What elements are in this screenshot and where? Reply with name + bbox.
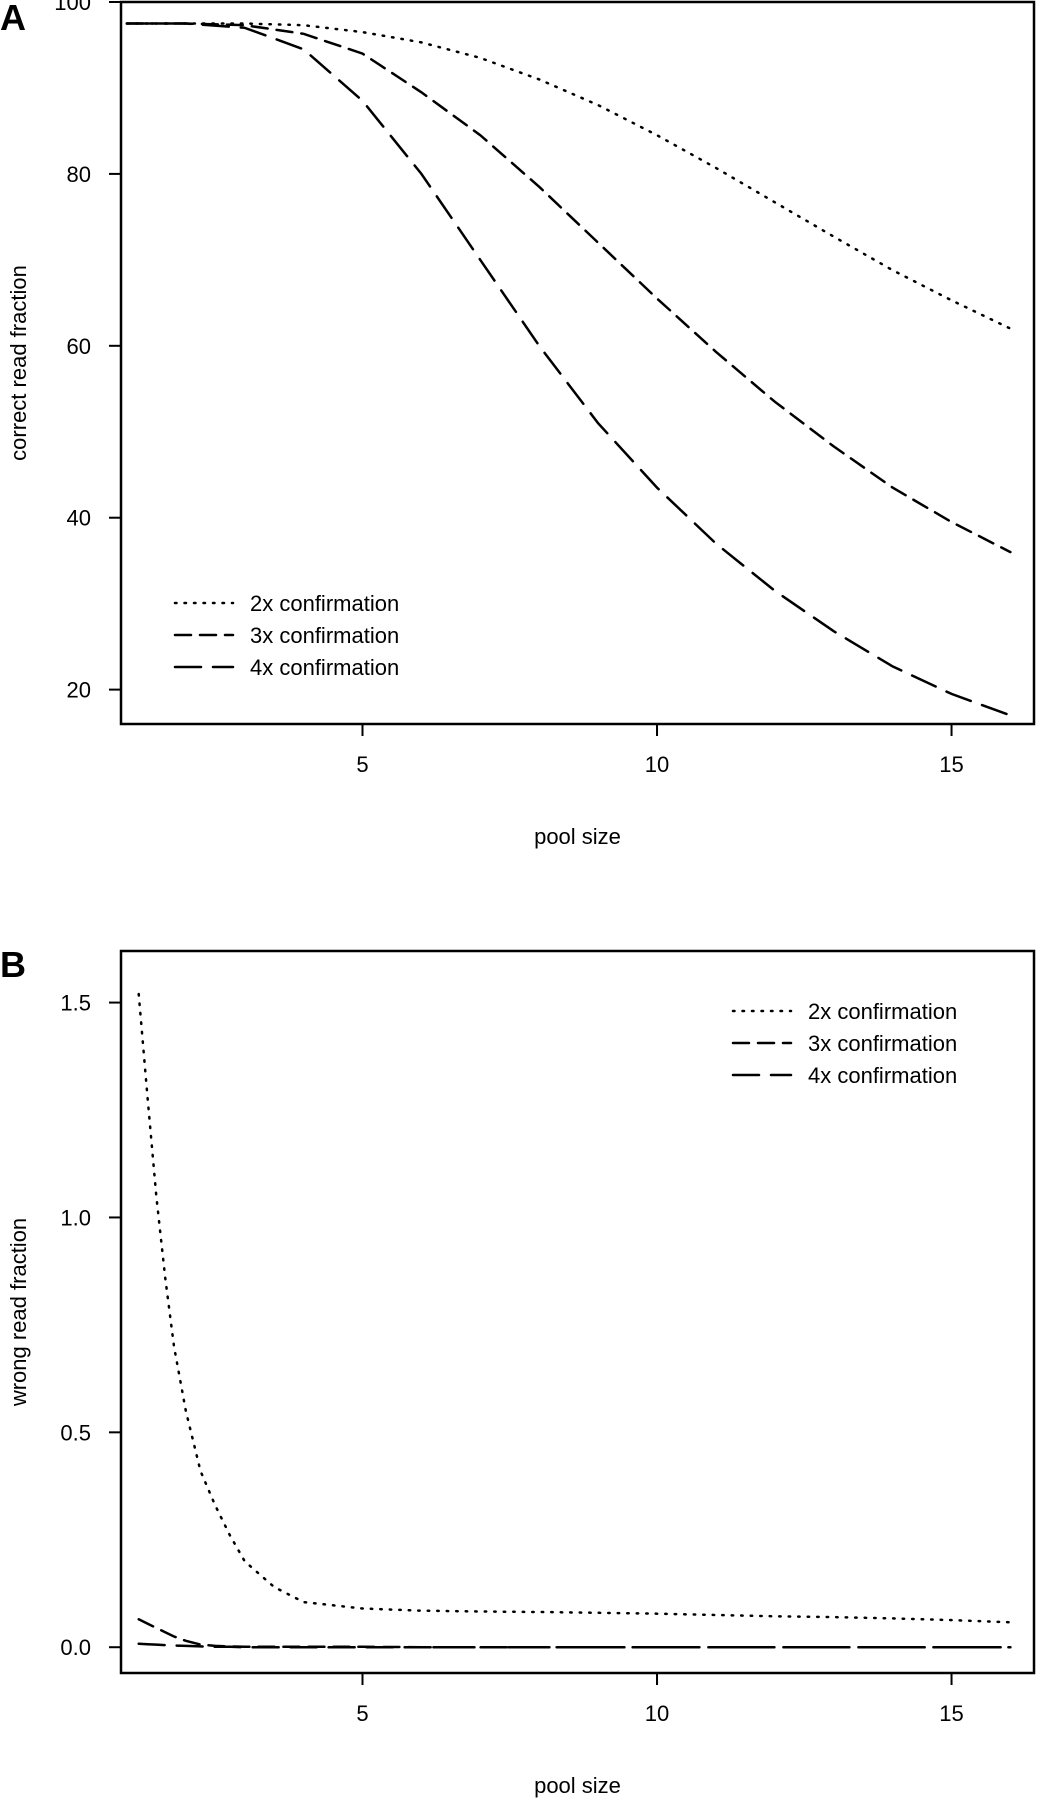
- panel-b-y-tick-label: 1.0: [60, 1205, 91, 1230]
- panel-b-plot: 5 10 15 0.0 0.5 1.0 1.5 pool size wrong read fra…: [6, 949, 1036, 1798]
- panel-b-y-tick-label: 0.5: [60, 1420, 91, 1445]
- panel-a-y-axis-title: correct read fraction: [6, 265, 31, 461]
- panel-b-y-axis-title: wrong read fraction: [6, 1218, 31, 1407]
- panel-b-x-tick-label: 10: [645, 1701, 669, 1726]
- panel-a-plot: 5 10 15 20 40 60 80 100 pool size correct read fr…: [6, 0, 1036, 849]
- panel-b-series-line-4x: [137, 1642, 1012, 1649]
- panel-a-y-tick-label: 80: [67, 162, 91, 187]
- panel-a-y-tick-label: 40: [67, 506, 91, 531]
- panel-b-frame: [119, 949, 1036, 1675]
- panel-b-x-tick-label: 5: [356, 1701, 368, 1726]
- panel-b-x-tick-label: 15: [939, 1701, 963, 1726]
- panel-a-frame: [119, 0, 1036, 726]
- panel-a-x-tick-label: 5: [356, 752, 368, 777]
- panel-a-series-line-4x: [125, 22, 1012, 717]
- panel-b-legend-label: 3x confirmation: [808, 1031, 957, 1056]
- panel-a-legend-label: 4x confirmation: [250, 655, 399, 680]
- panel-a-legend-label: 2x confirmation: [250, 591, 399, 616]
- panel-a-x-tick-label: 10: [645, 752, 669, 777]
- panel-a-y-tick-label: 100: [54, 0, 91, 15]
- panel-a-series-line-3x: [125, 22, 1012, 554]
- panel-b-letter: B: [0, 944, 26, 985]
- panel-a-letter: A: [0, 0, 26, 38]
- panel-b-legend-label: 4x confirmation: [808, 1063, 957, 1088]
- panel-b-series-line-2x: [137, 992, 1012, 1624]
- panel-b-series-line-3x: [137, 1618, 1012, 1649]
- panel-a-y-tick-label: 60: [67, 334, 91, 359]
- panel-a-x-tick-label: 15: [939, 752, 963, 777]
- panel-b-y-tick-label: 0.0: [60, 1635, 91, 1660]
- panel-b-y-tick-label: 1.5: [60, 991, 91, 1016]
- panel-b-x-axis-title: pool size: [534, 1773, 621, 1798]
- panel-a-y-tick-label: 20: [67, 678, 91, 703]
- panel-a-series-line-2x: [125, 22, 1012, 330]
- panel-b-legend-label: 2x confirmation: [808, 999, 957, 1024]
- panel-a-legend-label: 3x confirmation: [250, 623, 399, 648]
- panel-a-x-axis-title: pool size: [534, 824, 621, 849]
